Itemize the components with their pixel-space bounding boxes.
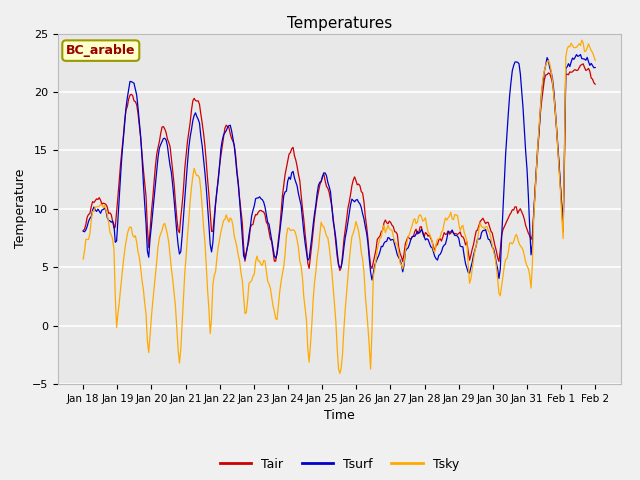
Tair bbox=[445, 231, 453, 237]
Tair bbox=[79, 228, 87, 233]
X-axis label: Time: Time bbox=[324, 409, 355, 422]
Tair bbox=[579, 61, 587, 67]
Tsky bbox=[578, 37, 586, 43]
Line: Tair: Tair bbox=[83, 64, 595, 271]
Tair bbox=[590, 80, 598, 86]
Tsurf bbox=[342, 228, 350, 234]
Tair bbox=[344, 205, 352, 211]
Tsurf bbox=[577, 52, 584, 58]
Tsky bbox=[97, 202, 104, 207]
Title: Temperatures: Temperatures bbox=[287, 16, 392, 31]
Tsurf bbox=[522, 149, 529, 155]
Tsky bbox=[79, 256, 87, 262]
Tsurf bbox=[113, 238, 120, 244]
Tsky bbox=[590, 53, 598, 59]
Tsky bbox=[522, 259, 529, 265]
Tair bbox=[97, 197, 104, 203]
Tsky bbox=[113, 324, 120, 330]
Line: Tsky: Tsky bbox=[83, 40, 595, 373]
Tair bbox=[113, 209, 120, 215]
Tsky bbox=[591, 58, 599, 63]
Legend: Tair, Tsurf, Tsky: Tair, Tsurf, Tsky bbox=[214, 453, 464, 476]
Tsky bbox=[344, 274, 352, 280]
Tair bbox=[591, 81, 599, 87]
Y-axis label: Temperature: Temperature bbox=[14, 169, 28, 249]
Tsurf bbox=[368, 277, 376, 283]
Tsky bbox=[336, 371, 344, 376]
Text: BC_arable: BC_arable bbox=[66, 44, 136, 57]
Tsurf bbox=[590, 65, 598, 71]
Tair bbox=[522, 223, 529, 228]
Line: Tsurf: Tsurf bbox=[83, 55, 595, 280]
Tair bbox=[336, 268, 344, 274]
Tsurf bbox=[591, 65, 599, 71]
Tsky bbox=[445, 213, 453, 219]
Tsurf bbox=[79, 228, 87, 234]
Tsurf bbox=[97, 210, 104, 216]
Tsurf bbox=[445, 229, 453, 235]
